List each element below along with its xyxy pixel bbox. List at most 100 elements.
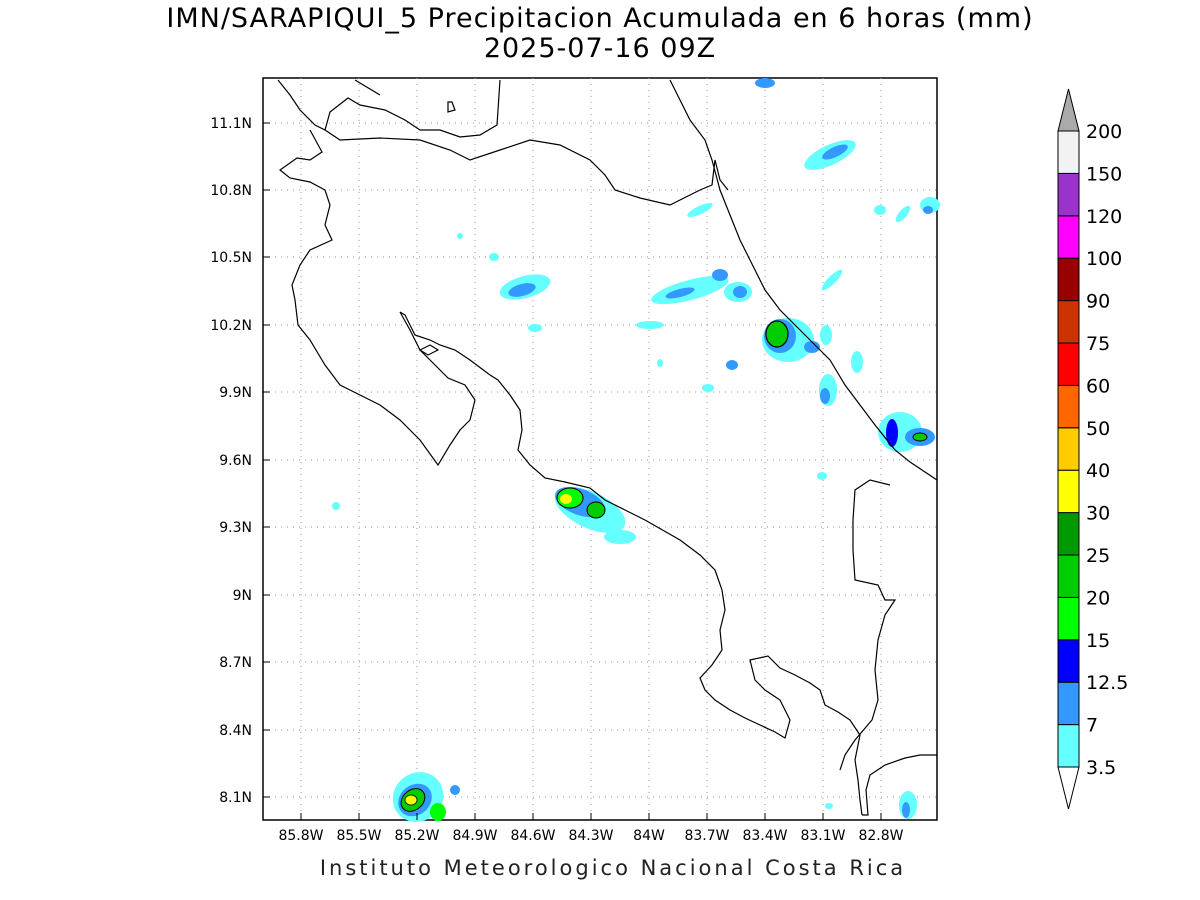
- precip-cell: [450, 785, 460, 795]
- pacific-coast: [279, 129, 476, 467]
- colorbar-label: 60: [1086, 375, 1110, 397]
- colorbar-swatch: [1057, 427, 1080, 471]
- lon-tick-label: 83.1W: [800, 828, 845, 844]
- colorbar-arrow-high: [1057, 88, 1080, 132]
- colorbar-swatch: [1057, 257, 1080, 302]
- lon-tick-label: 84.9W: [452, 828, 497, 844]
- lat-tick-label: 10.5N: [210, 250, 252, 266]
- lon-tick-label: 85.2W: [394, 828, 439, 844]
- axis-ticks: [263, 122, 882, 820]
- colorbar-swatch: [1057, 342, 1080, 386]
- precip-cell: [430, 803, 446, 821]
- lon-tick-label: 83.7W: [684, 828, 729, 844]
- map-title: IMN/SARAPIQUI_5 Precipitacion Acumulada …: [166, 3, 1034, 34]
- colorbar-swatch: [1057, 172, 1080, 217]
- precip-cell: [404, 794, 418, 806]
- precip-cell: [755, 78, 775, 88]
- colorbar: 3.5 7 12.5 15 20 25 30 40 50 60 75 90 100 120 150 200: [1057, 88, 1128, 810]
- colorbar-swatch: [1057, 724, 1080, 768]
- precip-cell: [895, 205, 911, 223]
- colorbar-arrow-low: [1057, 766, 1080, 810]
- precip-cell: [489, 253, 499, 261]
- colorbar-label: 12.5: [1086, 672, 1128, 694]
- colorbar-swatch: [1057, 512, 1080, 556]
- precip-cell: [765, 320, 789, 348]
- precip-cell: [604, 530, 636, 544]
- lon-tick-label: 82.8W: [858, 828, 903, 844]
- lon-tick-label: 83.4W: [742, 828, 787, 844]
- precip-cell: [820, 325, 832, 345]
- colorbar-swatch: [1057, 554, 1080, 598]
- colorbar-label: 120: [1086, 206, 1122, 228]
- pacific-coast: [399, 311, 863, 816]
- lat-tick-label: 9.3N: [219, 520, 252, 536]
- colorbar-label: 200: [1086, 121, 1122, 143]
- lon-tick-label: 85.8W: [278, 828, 323, 844]
- lon-tick-label: 84W: [633, 828, 665, 844]
- precip-cell: [874, 205, 886, 215]
- colorbar-label: 7: [1086, 715, 1098, 737]
- map-subtitle: 2025-07-16 09Z: [483, 33, 717, 64]
- precip-cell: [702, 384, 714, 392]
- lat-tick-label: 9N: [233, 588, 252, 604]
- colorbar-label: 150: [1086, 163, 1122, 185]
- colorbar-label: 100: [1086, 248, 1122, 270]
- lake-shore: [418, 344, 440, 356]
- precip-cell: [817, 472, 827, 480]
- colorbar-label: 40: [1086, 460, 1110, 482]
- lake-island: [447, 101, 456, 113]
- precip-cell: [636, 321, 664, 329]
- precip-cell: [820, 388, 830, 404]
- colorbar-swatch: [1057, 130, 1080, 174]
- precip-cell: [923, 206, 933, 214]
- colorbar-swatch: [1057, 639, 1080, 683]
- precip-cell: [657, 359, 663, 367]
- lake-shore: [354, 79, 381, 96]
- colorbar-swatch: [1057, 215, 1080, 259]
- lon-tick-label: 85.5W: [336, 828, 381, 844]
- footer-credit: Instituto Meteorologico Nacional Costa R…: [319, 856, 907, 880]
- lat-tick-label: 8.4N: [219, 723, 252, 739]
- precip-cell: [457, 233, 463, 239]
- precip-cell: [886, 419, 898, 447]
- precip-cell: [712, 269, 728, 281]
- pacific-coast: [862, 754, 937, 816]
- precip-cell: [825, 803, 833, 809]
- lat-tick-label: 11.1N: [210, 116, 252, 132]
- precip-cell: [851, 351, 863, 373]
- country-border: [839, 479, 897, 771]
- lat-tick-label: 10.2N: [210, 318, 252, 334]
- precip-cell: [821, 269, 843, 291]
- coastlines: [277, 79, 938, 816]
- colorbar-swatch: [1057, 596, 1080, 641]
- precip-cell: [665, 287, 695, 299]
- colorbar-swatch: [1057, 681, 1080, 726]
- lon-tick-label: 84.3W: [568, 828, 613, 844]
- colorbar-label: 30: [1086, 503, 1110, 525]
- precip-cell: [733, 286, 747, 298]
- lake-shore: [277, 79, 501, 138]
- precip-cell: [912, 432, 928, 442]
- colorbar-label: 20: [1086, 587, 1110, 609]
- precip-cell: [508, 283, 536, 297]
- lat-tick-label: 9.9N: [219, 385, 252, 401]
- colorbar-label: 90: [1086, 291, 1110, 313]
- precipitation-areas: [332, 78, 940, 822]
- country-border: [324, 129, 729, 206]
- colorbar-label: 3.5: [1086, 757, 1116, 779]
- colorbar-label: 75: [1086, 333, 1110, 355]
- precip-cell: [560, 494, 572, 504]
- plot-frame: [262, 77, 938, 821]
- precip-cell: [726, 360, 738, 370]
- colorbar-label: 50: [1086, 418, 1110, 440]
- lon-tick-label: 84.6W: [510, 828, 555, 844]
- precip-cell: [332, 502, 340, 510]
- colorbar-swatch: [1057, 300, 1080, 344]
- colorbar-swatch: [1057, 469, 1080, 514]
- precip-cell: [822, 144, 848, 160]
- precip-cell: [902, 802, 910, 818]
- precip-cell: [804, 341, 820, 353]
- lat-tick-label: 10.8N: [210, 183, 252, 199]
- lat-tick-label: 8.7N: [219, 655, 252, 671]
